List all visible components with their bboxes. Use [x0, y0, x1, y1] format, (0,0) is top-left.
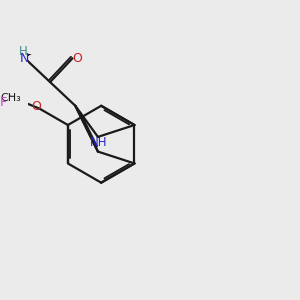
Text: O: O — [72, 52, 82, 65]
Text: methoxy: methoxy — [10, 95, 16, 96]
Text: O: O — [32, 100, 41, 113]
Text: H: H — [19, 45, 27, 58]
Text: NH: NH — [90, 136, 107, 149]
Text: CH₃: CH₃ — [0, 93, 21, 103]
Text: F: F — [0, 96, 7, 109]
Text: N: N — [20, 52, 30, 65]
